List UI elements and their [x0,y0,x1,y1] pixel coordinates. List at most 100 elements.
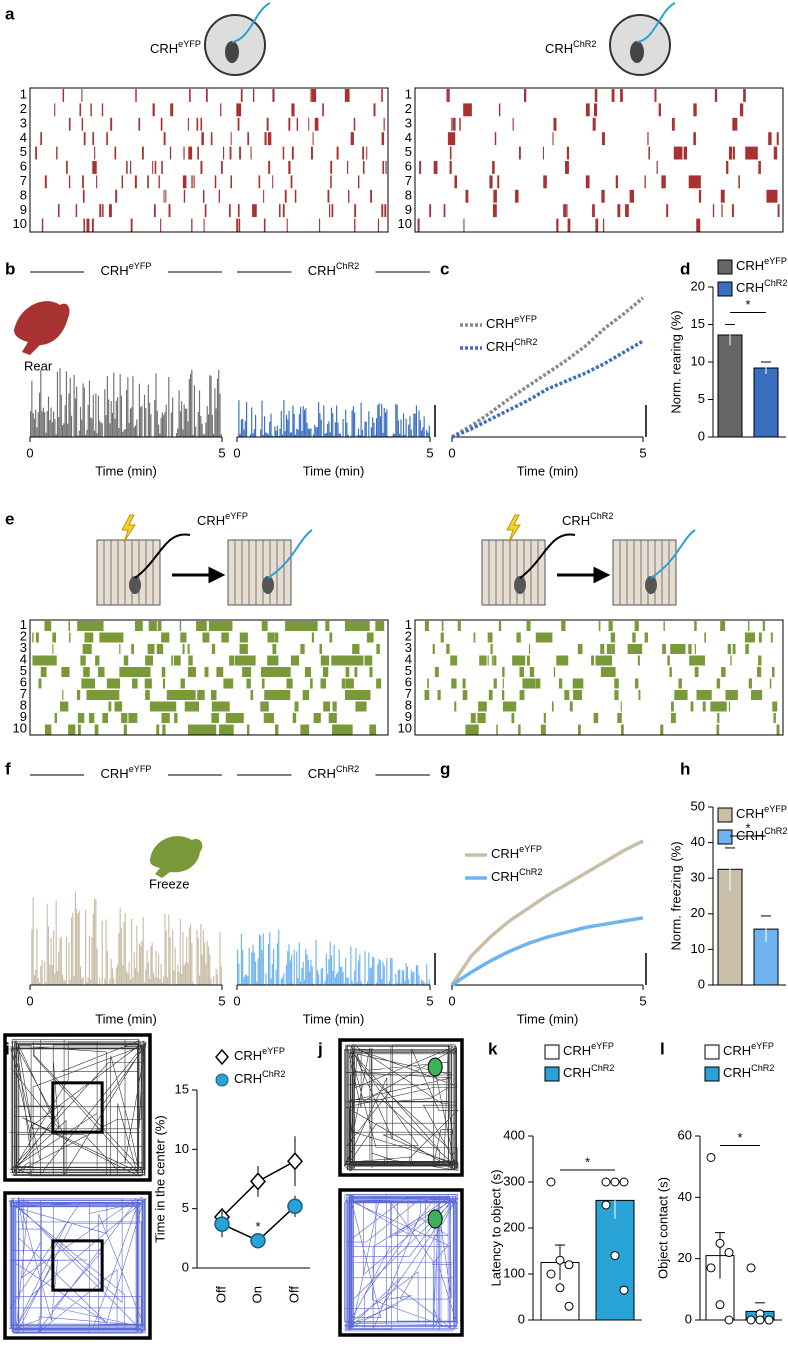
raster-event [451,678,457,689]
histogram-bar [244,421,246,437]
histogram-bar [96,948,98,985]
trajectory [343,1043,459,1172]
histogram-bar [297,978,299,985]
raster-event [131,644,134,654]
raster-event [593,713,599,723]
raster-event [191,175,193,189]
histogram-bar [124,912,126,985]
raster-event [634,678,639,689]
histogram-bar [178,390,180,437]
raster-event [210,132,213,146]
raster-event [92,161,97,174]
arena-frame [3,1033,152,1182]
row-label: 4 [20,130,27,145]
y-tick-label: 0 [698,976,705,991]
histogram-bar [47,926,50,985]
raster-event [161,667,166,677]
raster-event [264,132,267,146]
histogram-bar [427,983,429,985]
histogram-bar [166,977,169,985]
histogram-bar [309,971,311,985]
histogram-bar [154,400,156,437]
row-label: 3 [405,640,412,655]
raster-event [512,655,526,666]
raster-event [694,644,696,654]
histogram-bar [370,427,372,437]
histogram-bar [173,970,175,985]
raster-event [432,644,435,654]
raster-event [345,678,354,689]
histogram-bar [402,413,405,437]
histogram-bar [156,410,158,437]
raster-event [350,132,354,146]
legend-swatch [717,281,733,297]
label-name: CRH [486,339,514,354]
cumulative-line [450,839,644,986]
group-header: CRHeYFP [101,764,152,781]
raster-event [102,713,108,723]
raster-event [191,218,193,232]
raster-event [81,678,96,689]
histogram-bar [252,433,254,437]
raster-event [384,204,387,218]
histogram-bar [342,419,344,437]
histogram-bar [109,978,111,985]
histogram-bar [324,980,326,985]
label-name: CRH [545,41,573,56]
raster-event [758,632,762,643]
histogram-bar [213,976,215,985]
raster-event [330,175,332,189]
raster-event [522,678,536,689]
raster-event [758,161,761,174]
panel-label: c [440,259,449,278]
raster-event [310,678,313,689]
histogram-bar [63,980,65,985]
data-point [715,1300,725,1310]
data-point [564,1301,574,1311]
raster-event [291,103,295,117]
raster-event [180,632,187,643]
raster-event [373,103,376,117]
raster-event [615,175,618,189]
trajectory [9,1039,147,1177]
histogram-bar [238,400,240,437]
histogram-bar [118,932,120,985]
histogram-bar [160,963,162,985]
raster-event [203,189,205,203]
histogram-bar [38,392,41,437]
histogram-bar [88,935,91,985]
raster-event [417,218,420,232]
histogram-bar [168,914,170,985]
raster-event [106,678,121,689]
histogram-bar [390,957,392,985]
x-tick-label: 0 [233,445,240,460]
row-label: 6 [20,159,27,174]
histogram-bar [115,400,117,437]
histogram-bar [95,393,97,437]
histogram-bar [150,414,152,437]
histogram-bar [404,434,406,437]
chamber-icon [96,539,677,606]
histogram-bar [276,425,279,437]
raster-event [152,161,154,174]
raster-event [594,89,598,102]
raster-event [710,701,727,712]
cumulative-line [451,339,644,439]
histogram-bar [265,432,267,437]
histogram-bar [179,411,181,437]
histogram-bar [319,983,321,985]
raster-event [188,655,193,666]
histogram-bar [132,977,134,985]
histogram-bar [156,977,158,985]
histogram-bar [32,413,34,437]
raster-event [32,655,57,666]
raster-event [696,690,700,700]
raster-event [732,644,736,654]
raster-event [165,189,167,203]
histogram-bar [408,979,410,985]
histogram-bar [243,977,245,985]
histogram-bar [70,415,73,437]
histogram-bar [154,977,156,985]
histogram-bar [405,963,407,985]
raster-event [266,117,269,131]
